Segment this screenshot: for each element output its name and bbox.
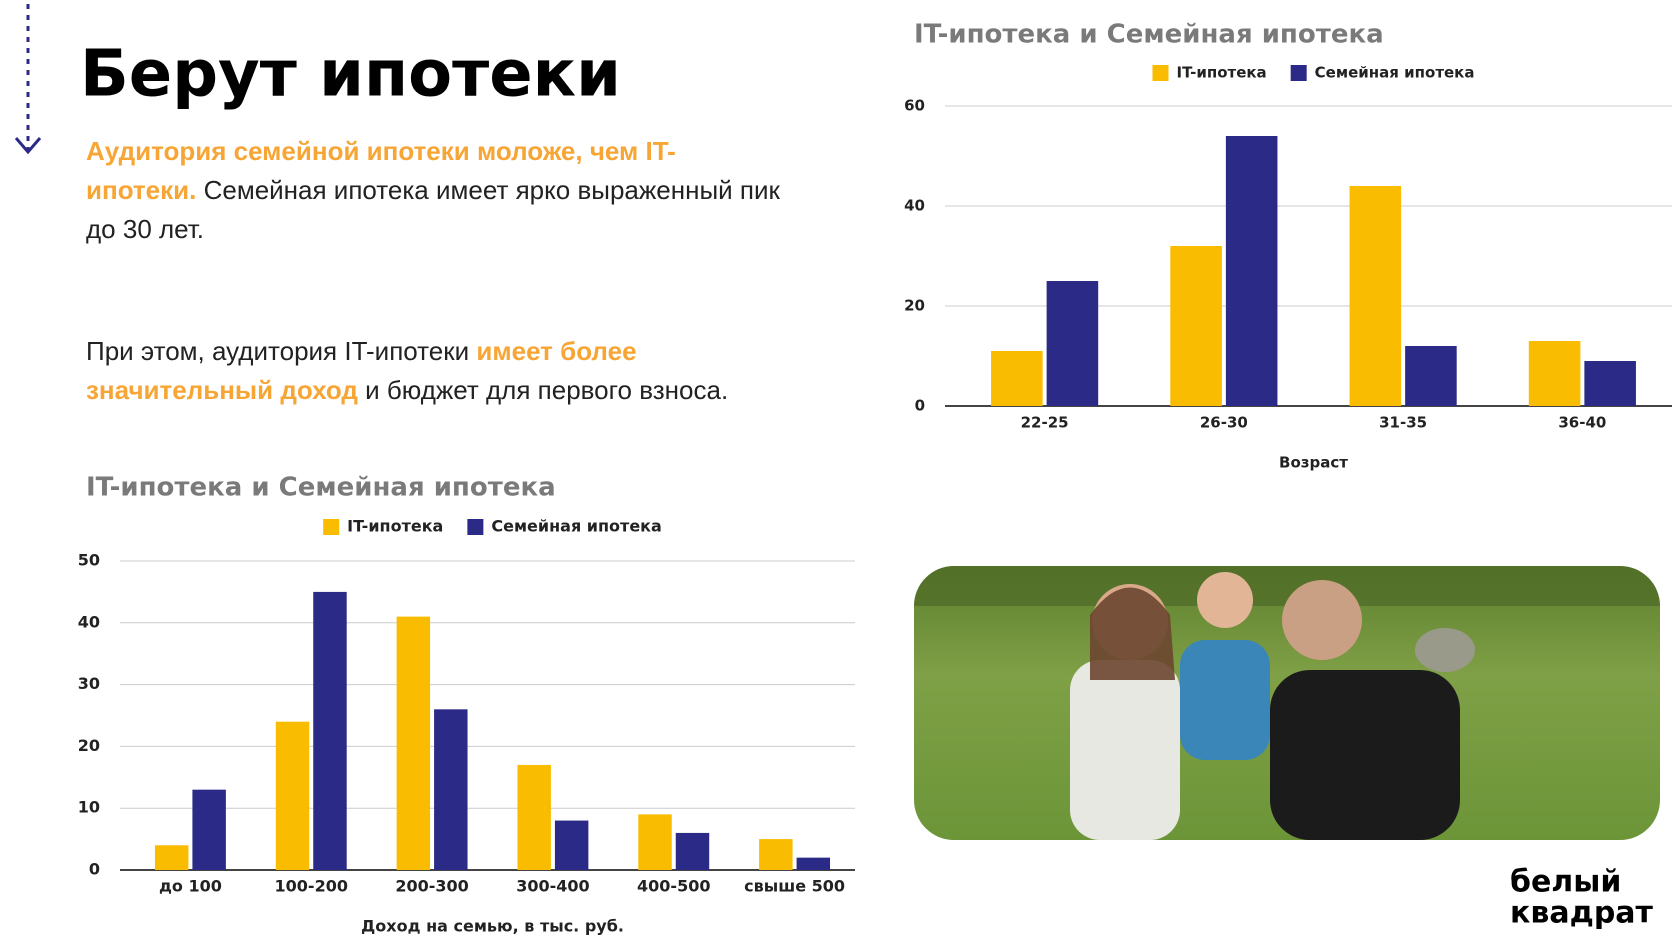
bar	[1170, 246, 1222, 406]
y-tick-label: 40	[78, 612, 100, 631]
x-axis-label: Возраст	[1279, 454, 1348, 472]
y-tick-label: 20	[904, 297, 925, 315]
bar	[275, 721, 310, 870]
x-tick-label: до 100	[159, 877, 222, 896]
y-tick-label: 50	[78, 551, 100, 570]
bar	[1349, 186, 1402, 406]
text: и бюджет для первого взноса.	[365, 375, 729, 405]
x-tick-label: 22-25	[1021, 414, 1069, 432]
y-tick-label: 20	[78, 736, 100, 755]
bar	[396, 616, 431, 870]
legend-swatch	[323, 519, 340, 535]
legend-swatch	[1290, 65, 1307, 81]
y-tick-label: 40	[904, 197, 925, 215]
slide-title: Берут ипотеки	[80, 38, 621, 112]
bar	[1584, 361, 1636, 406]
x-tick-label: 300-400	[516, 877, 589, 896]
bar	[313, 591, 347, 870]
chart-title: IT-ипотека и Семейная ипотека	[914, 20, 1384, 50]
legend-label: Семейная ипотека	[491, 517, 661, 536]
y-tick-label: 10	[78, 798, 100, 817]
paragraph: Аудитория семейной ипотеки моложе, чем I…	[86, 132, 786, 249]
legend-swatch	[1152, 65, 1169, 81]
bar	[796, 857, 831, 870]
bar	[154, 845, 189, 870]
legend-label: IT-ипотека	[347, 517, 443, 536]
y-tick-label: 0	[915, 397, 925, 415]
x-tick-label: 36-40	[1558, 414, 1606, 432]
photo	[914, 566, 1660, 840]
legend-label: IT-ипотека	[1176, 64, 1266, 82]
text: Семейная ипотека имеет ярко выраженный п…	[86, 175, 780, 244]
y-tick-label: 60	[904, 97, 925, 115]
arrow-head	[14, 137, 42, 155]
bar	[554, 820, 589, 870]
bar	[991, 351, 1043, 406]
bar	[1225, 136, 1278, 406]
bar	[1046, 281, 1099, 406]
x-tick-label: 31-35	[1379, 414, 1427, 432]
bar	[675, 832, 710, 870]
bar	[1405, 346, 1457, 406]
x-tick-label: 100-200	[275, 877, 348, 896]
highlight: имеет более значительный доход	[86, 336, 637, 405]
bar	[192, 789, 226, 870]
highlight: Аудитория семейной ипотеки моложе, чем I…	[86, 136, 676, 205]
y-tick-label: 0	[89, 860, 100, 879]
legend-label: Семейная ипотека	[1315, 64, 1475, 82]
bar	[517, 764, 551, 870]
y-tick-label: 30	[78, 674, 100, 693]
x-tick-label: 400-500	[637, 877, 710, 896]
x-axis-label: Доход на семью, в тыс. руб.	[361, 917, 624, 936]
logo-line: белый	[1510, 865, 1621, 900]
chart-title: IT-ипотека и Семейная ипотека	[86, 473, 556, 503]
x-tick-label: 26-30	[1200, 414, 1248, 432]
legend-swatch	[467, 519, 484, 535]
logo-line: квадрат	[1510, 896, 1654, 931]
x-tick-label: 200-300	[395, 877, 468, 896]
bar	[434, 709, 468, 870]
bar	[638, 814, 672, 870]
paragraph: При этом, аудитория IT-ипотеки имеет бол…	[86, 332, 786, 410]
text: При этом, аудитория IT-ипотеки	[86, 336, 470, 366]
x-tick-label: свыше 500	[744, 877, 845, 896]
bar	[759, 839, 793, 870]
bar	[1528, 341, 1581, 406]
